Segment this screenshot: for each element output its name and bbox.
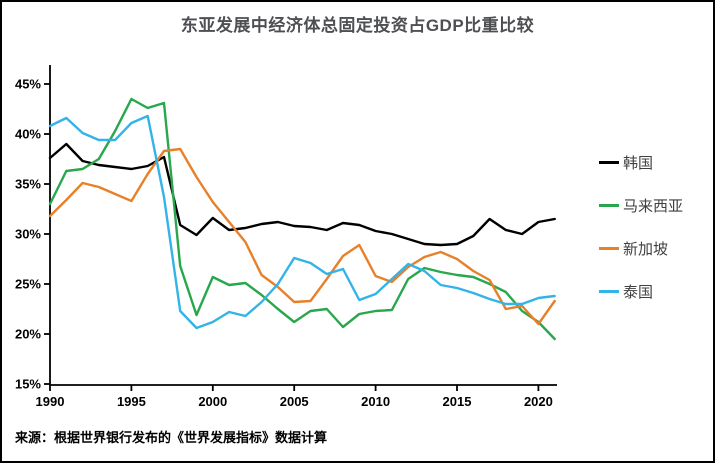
y-tick-label: 15%: [15, 377, 41, 392]
legend-item-thailand: 泰国: [599, 280, 683, 302]
chart-title: 东亚发展中经济体总固定投资占GDP比重比较: [180, 16, 535, 35]
x-tick-label: 2010: [361, 394, 390, 409]
legend-item-singapore: 新加坡: [599, 237, 683, 259]
y-tick-label: 20%: [15, 327, 41, 342]
x-tick-label: 2005: [280, 394, 309, 409]
legend-item-korea: 韩国: [599, 151, 683, 173]
legend-label-singapore: 新加坡: [623, 240, 669, 258]
legend-swatch-singapore: [599, 246, 619, 250]
series-line-thailand: [48, 114, 556, 330]
series-line-korea: [48, 142, 556, 247]
axis-lines: [49, 65, 557, 386]
legend-swatch-korea: [599, 160, 619, 164]
series-line-malaysia: [48, 97, 556, 341]
y-tick-label: 40%: [15, 127, 41, 142]
source-note: 来源：根据世界银行发布的《世界发展指标》数据计算: [15, 430, 328, 445]
y-tick-label: 30%: [15, 227, 41, 242]
y-tick-label: 45%: [15, 77, 41, 92]
x-tick-label: 1990: [36, 394, 65, 409]
y-tick-label: 35%: [15, 177, 41, 192]
x-tick-label: 2020: [524, 394, 553, 409]
legend-label-korea: 韩国: [623, 154, 654, 172]
legend-swatch-thailand: [599, 289, 619, 293]
x-tick-label: 1995: [117, 394, 146, 409]
legend-label-thailand: 泰国: [623, 283, 654, 301]
legend-swatch-malaysia: [599, 203, 619, 207]
series-line-singapore: [48, 147, 556, 326]
legend-label-malaysia: 马来西亚: [623, 197, 684, 215]
chart-legend: 韩国马来西亚新加坡泰国: [599, 151, 683, 302]
x-tick-label: 2015: [443, 394, 472, 409]
x-tick-label: 2000: [198, 394, 227, 409]
y-tick-label: 25%: [15, 277, 41, 292]
legend-item-malaysia: 马来西亚: [599, 194, 683, 216]
